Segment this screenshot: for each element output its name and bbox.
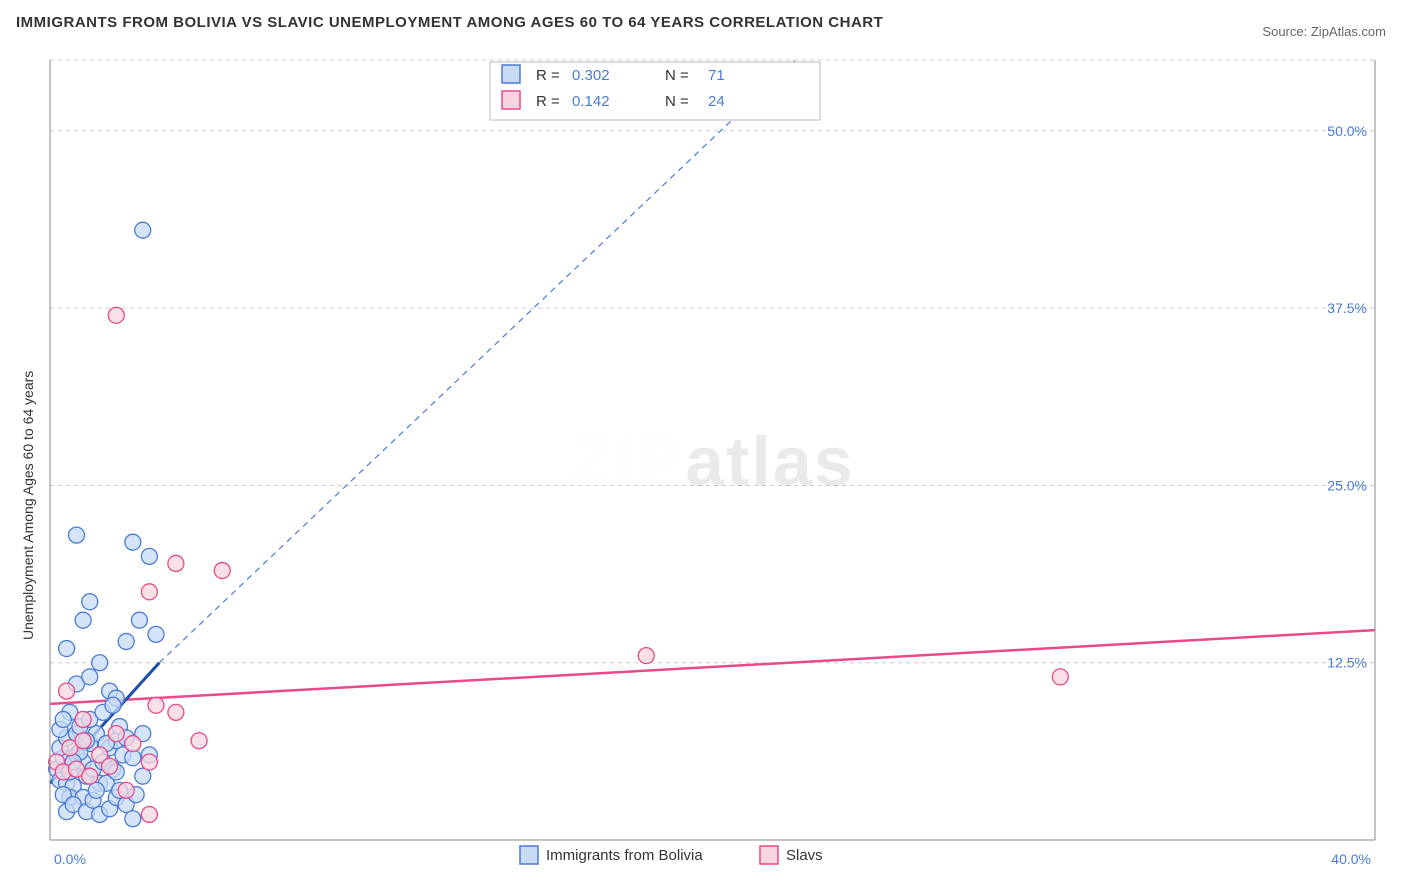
point-slavs [125,736,141,752]
point-bolivia [105,697,121,713]
point-bolivia [131,612,147,628]
point-slavs [141,584,157,600]
point-bolivia [135,222,151,238]
trend-extrapolation-bolivia [159,60,795,663]
point-bolivia [82,669,98,685]
legend-r-value: 0.142 [572,93,610,110]
scatter-chart: ZIPatlas 12.5% 25.0% 37.5% 50.0% 0.0% 40.0% R =… [0,40,1406,892]
source-label: Source: ZipAtlas.com [1262,24,1386,39]
point-bolivia [148,626,164,642]
y-tick-label: 37.5% [1327,300,1367,316]
point-bolivia [59,641,75,657]
legend-series-label: Immigrants from Bolivia [546,847,703,864]
point-slavs [108,726,124,742]
legend-r-label: R = [536,67,560,84]
point-slavs [102,758,118,774]
y-axis-label: Unemployment Among Ages 60 to 64 years [20,371,36,640]
source-prefix: Source: [1262,24,1307,39]
y-tick-label: 50.0% [1327,123,1367,139]
point-bolivia [69,527,85,543]
legend-n-value: 71 [708,67,725,84]
legend-n-value: 24 [708,93,725,110]
legend-swatch [502,91,520,109]
point-slavs [75,733,91,749]
point-bolivia [55,711,71,727]
point-slavs [168,555,184,571]
legend-swatch [502,65,520,83]
point-slavs [141,754,157,770]
point-slavs [108,307,124,323]
point-bolivia [75,612,91,628]
y-tick-label: 25.0% [1327,477,1367,493]
point-slavs [214,563,230,579]
point-bolivia [141,548,157,564]
y-tick-label: 12.5% [1327,655,1367,671]
legend-swatch [760,846,778,864]
legend-swatch [520,846,538,864]
legend-n-label: N = [665,93,689,110]
point-slavs [1052,669,1068,685]
chart-title: IMMIGRANTS FROM BOLIVIA VS SLAVIC UNEMPL… [16,14,883,31]
point-slavs [75,711,91,727]
point-slavs [118,782,134,798]
point-slavs [59,683,75,699]
point-bolivia [118,633,134,649]
point-slavs [148,697,164,713]
point-bolivia [82,594,98,610]
point-bolivia [125,534,141,550]
point-slavs [168,704,184,720]
source-name: ZipAtlas.com [1311,24,1386,39]
watermark: ZIPatlas [570,422,854,500]
legend-n-label: N = [665,67,689,84]
x-tick-label: 0.0% [54,851,86,867]
point-slavs [141,806,157,822]
legend-r-value: 0.302 [572,67,610,84]
point-slavs [82,768,98,784]
point-bolivia [92,655,108,671]
trend-line-slavs [50,630,1375,704]
chart-area: Unemployment Among Ages 60 to 64 years Z… [0,40,1406,892]
legend-series-label: Slavs [786,847,823,864]
point-slavs [191,733,207,749]
point-slavs [638,648,654,664]
x-tick-label: 40.0% [1331,851,1371,867]
legend-r-label: R = [536,93,560,110]
point-bolivia [125,811,141,827]
